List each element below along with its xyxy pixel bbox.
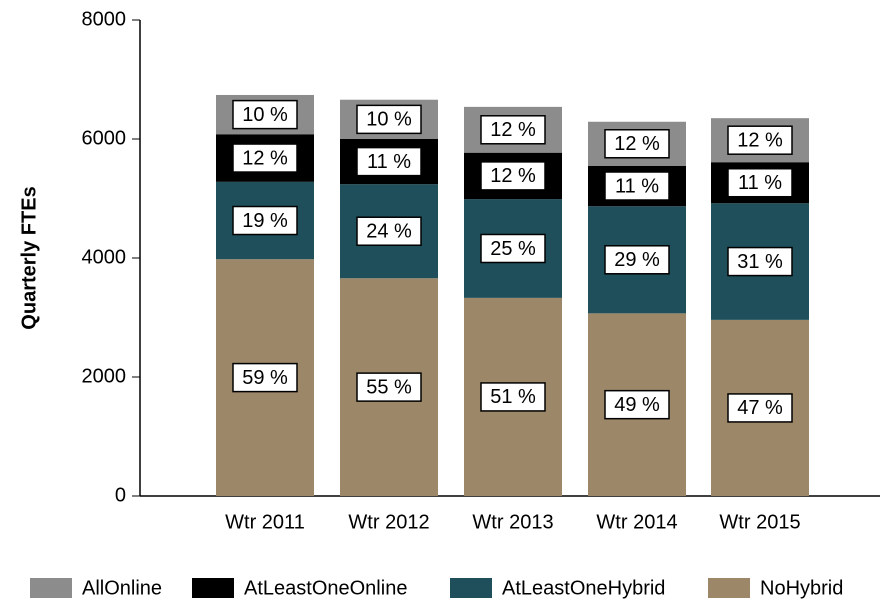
share-label: 59 %	[242, 367, 288, 389]
label-box	[480, 233, 546, 264]
share-label: 12 %	[242, 147, 288, 169]
label-box	[480, 161, 546, 191]
x-tick-label: Wtr 2013	[472, 511, 553, 533]
label-box	[604, 171, 670, 201]
legend-swatch	[450, 578, 492, 598]
share-label: 11 %	[367, 151, 411, 173]
label-box	[727, 167, 793, 198]
legend-label: AtLeastOneOnline	[244, 577, 407, 599]
legend-label: NoHybrid	[760, 577, 843, 599]
share-label: 19 %	[242, 210, 288, 232]
share-label: 47 %	[737, 397, 783, 419]
legend-label: AllOnline	[82, 577, 162, 599]
label-box	[232, 362, 298, 393]
label-box	[604, 129, 670, 159]
label-box	[232, 99, 298, 130]
y-tick-label: 2000	[82, 365, 127, 387]
x-tick-label: Wtr 2012	[348, 511, 429, 533]
y-tick-label: 6000	[82, 127, 127, 149]
share-label: 11 %	[615, 175, 659, 197]
legend-label: AtLeastOneHybrid	[502, 577, 665, 599]
label-box	[356, 372, 422, 402]
label-box	[356, 104, 422, 135]
x-tick-label: Wtr 2015	[719, 511, 800, 533]
label-box	[480, 382, 546, 412]
y-tick-label: 4000	[82, 246, 127, 268]
label-box	[480, 115, 546, 145]
share-label: 12 %	[737, 129, 783, 151]
x-tick-label: Wtr 2014	[596, 511, 677, 533]
legend-swatch	[192, 578, 234, 598]
share-label: 10 %	[242, 104, 288, 126]
legend-swatch	[30, 578, 72, 598]
share-label: 11 %	[738, 172, 782, 194]
label-box	[356, 216, 422, 246]
label-box	[727, 125, 793, 155]
y-axis-label: Quarterly FTEs	[18, 186, 40, 329]
share-label: 31 %	[737, 251, 783, 273]
label-box	[356, 146, 422, 177]
share-label: 12 %	[490, 119, 536, 141]
share-label: 10 %	[366, 109, 412, 131]
share-label: 25 %	[490, 238, 536, 260]
label-box	[604, 389, 670, 420]
y-tick-label: 0	[115, 484, 126, 506]
share-label: 49 %	[614, 394, 660, 416]
x-tick-label: Wtr 2011	[225, 511, 305, 533]
legend-swatch	[708, 578, 750, 598]
label-box	[232, 143, 298, 173]
y-tick-label: 8000	[82, 8, 127, 30]
share-label: 12 %	[614, 133, 660, 155]
share-label: 29 %	[614, 249, 660, 271]
label-box	[604, 245, 670, 275]
share-label: 12 %	[490, 165, 536, 187]
share-label: 51 %	[490, 386, 536, 408]
label-box	[727, 393, 793, 423]
share-label: 24 %	[366, 221, 412, 243]
label-box	[727, 246, 793, 277]
share-label: 55 %	[366, 376, 412, 398]
label-box	[232, 205, 298, 236]
